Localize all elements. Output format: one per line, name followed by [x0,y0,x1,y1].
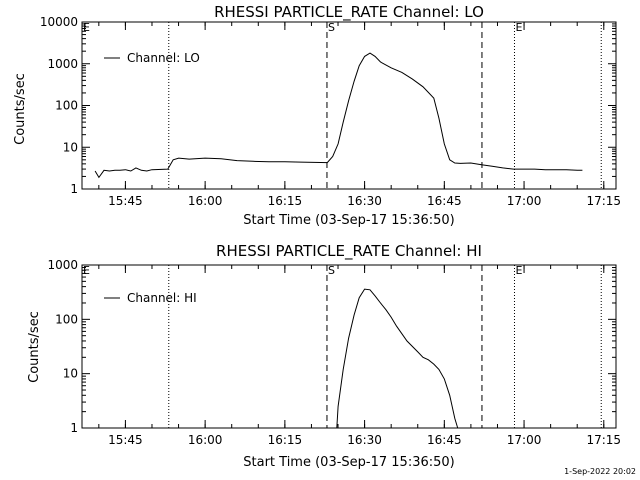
x-axis-label: Start Time (03-Sep-17 15:36:50) [243,455,454,470]
x-tick-label: 16:30 [347,194,382,208]
x-tick-label: 17:15 [586,433,621,447]
y-tick-label: 10 [63,140,78,154]
x-tick-label: 16:00 [188,194,223,208]
event-marker-label: E [515,21,522,34]
y-tick-label: 1000 [47,258,78,272]
chart-panel-lo: RHESSI PARTICLE_RATE Channel: LO Counts/… [13,3,621,228]
event-marker-label: E [83,264,90,277]
x-tick-label: 17:00 [507,433,542,447]
x-axis-label: Start Time (03-Sep-17 15:36:50) [243,213,454,228]
legend-label: Channel: HI [127,291,197,305]
x-tick-label: 16:30 [347,433,382,447]
x-tick-label: 15:45 [108,194,143,208]
series-line [94,52,583,179]
plot-frame [81,21,617,190]
x-tick-label: 16:45 [427,194,462,208]
x-tick-label: 15:45 [108,433,143,447]
x-tick-label: 16:15 [268,433,303,447]
series-line [336,288,459,429]
legend: Channel: HI [104,291,197,305]
y-tick-label: 100 [55,99,78,113]
y-tick-label: 1 [70,421,78,435]
x-tick-label: 17:00 [507,194,542,208]
event-marker-label: S [328,21,335,34]
x-tick-label: 17:15 [586,194,621,208]
y-tick-label: 10 [63,367,78,381]
legend-label: Channel: LO [127,51,200,65]
plot-frame [81,264,617,429]
x-tick-label: 16:00 [188,433,223,447]
y-tick-label: 1000 [47,57,78,71]
chart-panel-hi: RHESSI PARTICLE_RATE Channel: HI Counts/… [27,242,621,470]
x-tick-label: 16:15 [268,194,303,208]
y-axis-label: Counts/sec [27,311,42,383]
x-tick-label: 16:45 [427,433,462,447]
chart-title: RHESSI PARTICLE_RATE Channel: HI [216,242,482,261]
event-marker-label: E [515,264,522,277]
y-tick-label: 100 [55,312,78,326]
y-tick-label: 10000 [40,15,78,29]
chart-title: RHESSI PARTICLE_RATE Channel: LO [214,3,484,22]
legend: Channel: LO [104,51,200,65]
y-tick-label: 1 [70,182,78,196]
y-axis-label: Counts/sec [13,73,28,145]
event-marker-label: S [328,264,335,277]
footer-timestamp: 1-Sep-2022 20:02 [564,467,636,476]
event-marker-label: E [83,21,90,34]
